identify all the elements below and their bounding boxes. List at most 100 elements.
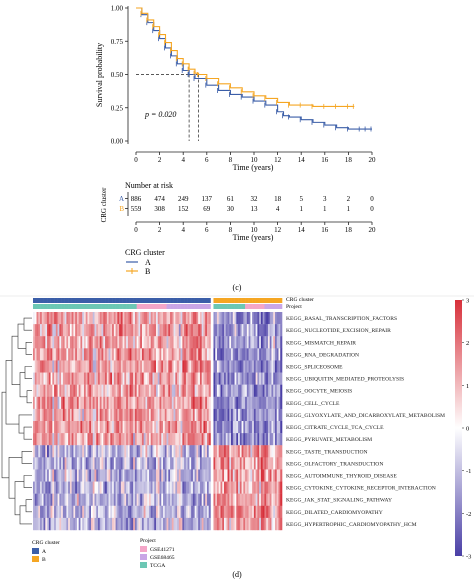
- heatmap-cell: [222, 372, 225, 385]
- heatmap-cell: [36, 384, 39, 397]
- heatmap-cell: [234, 505, 237, 519]
- heatmap-cell: [175, 469, 178, 482]
- annotation-project-cell: [138, 304, 141, 309]
- heatmap-cell: [110, 493, 113, 506]
- heatmap-cell: [252, 324, 255, 337]
- heatmap-cell: [154, 336, 157, 349]
- annotation-project-cell: [89, 304, 92, 309]
- heatmap-cell: [47, 312, 50, 325]
- heatmap-cell: [89, 372, 92, 385]
- heatmap-cell: [126, 408, 129, 422]
- heatmap-cell: [92, 421, 95, 434]
- heatmap-cell: [68, 372, 71, 385]
- heatmap-cell: [227, 445, 230, 458]
- heatmap-cell: [171, 348, 174, 361]
- heatmap-cell: [231, 421, 234, 434]
- heatmap-cell: [89, 421, 92, 434]
- heatmap-cell: [280, 457, 283, 470]
- heatmap-cell: [154, 517, 157, 531]
- heatmap-cell: [119, 312, 122, 325]
- annotation-cluster-cell: [276, 298, 279, 303]
- annotation-cluster-cell: [159, 298, 162, 303]
- heatmap-cell: [225, 493, 228, 506]
- heatmap-cell: [161, 336, 164, 349]
- heatmap-cell: [273, 348, 276, 361]
- heatmap-cell: [64, 384, 67, 397]
- heatmap-cell: [112, 505, 115, 519]
- heatmap-cell: [225, 336, 228, 349]
- heatmap-cell: [134, 372, 137, 385]
- heatmap-cell: [278, 372, 281, 385]
- heatmap-cell: [145, 469, 148, 482]
- heatmap-cell: [171, 384, 174, 397]
- heatmap-cell: [138, 457, 141, 470]
- heatmap-cell: [208, 433, 211, 446]
- heatmap-cell: [82, 505, 85, 519]
- heatmap-cell: [205, 517, 208, 531]
- heatmap-cell: [199, 469, 202, 482]
- heatmap-cell: [57, 457, 60, 470]
- heatmap-cell: [62, 421, 65, 434]
- heatmap-cell: [61, 348, 64, 361]
- heatmap-cell: [271, 481, 274, 494]
- heatmap-cell: [150, 457, 153, 470]
- heatmap-cell: [62, 408, 65, 422]
- heatmap-cell: [192, 408, 195, 422]
- annotation-cluster-cell: [41, 298, 44, 303]
- heatmap-cell: [120, 336, 123, 349]
- heatmap-cell: [150, 324, 153, 337]
- heatmap-cell: [224, 421, 227, 434]
- heatmap-cell: [238, 384, 241, 397]
- heatmap-cell: [175, 433, 178, 446]
- heatmap-cell: [192, 457, 195, 470]
- heatmap-cell: [220, 408, 223, 422]
- heatmap-cell: [129, 457, 132, 470]
- heatmap-cell: [43, 324, 46, 337]
- heatmap-cell: [45, 445, 48, 458]
- heatmap-cell: [213, 493, 216, 506]
- heatmap-cell: [133, 517, 136, 531]
- heatmap-cell: [75, 384, 78, 397]
- heatmap-cell: [48, 517, 51, 531]
- km-y-tick-label: 0.75: [111, 38, 124, 46]
- heatmap-cell: [140, 360, 143, 373]
- annotation-project-cell: [152, 304, 155, 309]
- heatmap-cell: [98, 457, 101, 470]
- heatmap-cell: [269, 517, 272, 531]
- heatmap-cell: [141, 517, 144, 531]
- km-y-tick-label: 0.25: [111, 104, 124, 112]
- heatmap-cell: [106, 396, 109, 410]
- heatmap-cell: [184, 505, 187, 519]
- heatmap-cell: [94, 433, 97, 446]
- heatmap-cell: [208, 481, 211, 494]
- heatmap-cell: [85, 336, 88, 349]
- heatmap-row-label: KEGG_SPLICEOSOME: [286, 365, 343, 371]
- annotation-cluster-cell: [164, 298, 167, 303]
- annotation-project-cell: [48, 304, 51, 309]
- annotation-project-cell: [73, 304, 76, 309]
- heatmap-cell: [178, 505, 181, 519]
- heatmap-cell: [64, 481, 67, 494]
- heatmap-cell: [191, 505, 194, 519]
- heatmap-cell: [205, 384, 208, 397]
- heatmap-cell: [68, 312, 71, 325]
- heatmap-cell: [103, 421, 106, 434]
- heatmap-cell: [119, 336, 122, 349]
- heatmap-cell: [34, 312, 37, 325]
- heatmap-cell: [161, 457, 164, 470]
- heatmap-cell: [75, 457, 78, 470]
- heatmap-cell: [250, 445, 253, 458]
- heatmap-cell: [250, 372, 253, 385]
- heatmap-cell: [216, 408, 220, 422]
- heatmap-cell: [198, 360, 201, 373]
- heatmap-cell: [250, 324, 253, 337]
- heatmap-cell: [269, 384, 272, 397]
- heatmap-cell: [69, 493, 72, 506]
- heatmap-cell: [199, 336, 202, 349]
- heatmap-cell: [113, 445, 116, 458]
- risk-count: 13: [251, 205, 259, 213]
- heatmap-cell: [262, 408, 265, 422]
- heatmap-cell: [218, 493, 221, 506]
- heatmap-cell: [189, 433, 192, 446]
- heatmap-cell: [220, 312, 223, 325]
